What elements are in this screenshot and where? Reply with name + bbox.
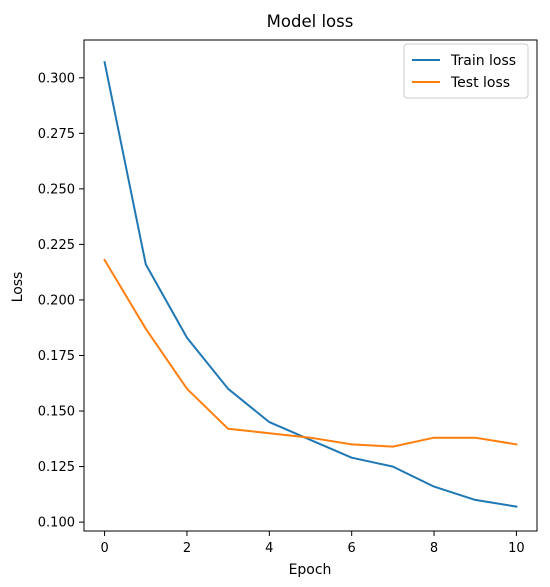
x-axis-label: Epoch [289, 562, 332, 578]
y-tick-label: 0.300 [38, 71, 75, 86]
y-tick-label: 0.125 [38, 460, 75, 475]
x-tick-label: 4 [265, 541, 273, 556]
y-tick-label: 0.225 [38, 238, 75, 253]
x-tick-label: 10 [508, 541, 525, 556]
y-tick-label: 0.175 [38, 349, 75, 364]
y-tick-label: 0.200 [38, 293, 75, 308]
chart-title: Model loss [267, 12, 354, 31]
x-tick-label: 0 [100, 541, 108, 556]
series-line-1 [103, 61, 518, 508]
y-tick-label: 0.275 [38, 127, 75, 142]
legend-label-2: Test loss [450, 75, 510, 91]
x-tick-label: 8 [430, 541, 438, 556]
legend-label-1: Train loss [450, 53, 516, 69]
plot-area: 0 2 4 6 8 10 0.100 0.125 0.150 0.175 0.200 0.225 0.2… [38, 39, 538, 556]
y-axis-label: Loss [10, 272, 26, 303]
x-tick-label: 2 [183, 541, 191, 556]
legend-box [403, 43, 529, 99]
y-tick-label: 0.150 [38, 405, 75, 420]
axes-frame [83, 39, 538, 532]
x-tick-label: 6 [348, 541, 356, 556]
y-tick-label: 0.100 [38, 516, 75, 531]
y-tick-label: 0.250 [38, 182, 75, 197]
series-line-2 [103, 258, 518, 448]
